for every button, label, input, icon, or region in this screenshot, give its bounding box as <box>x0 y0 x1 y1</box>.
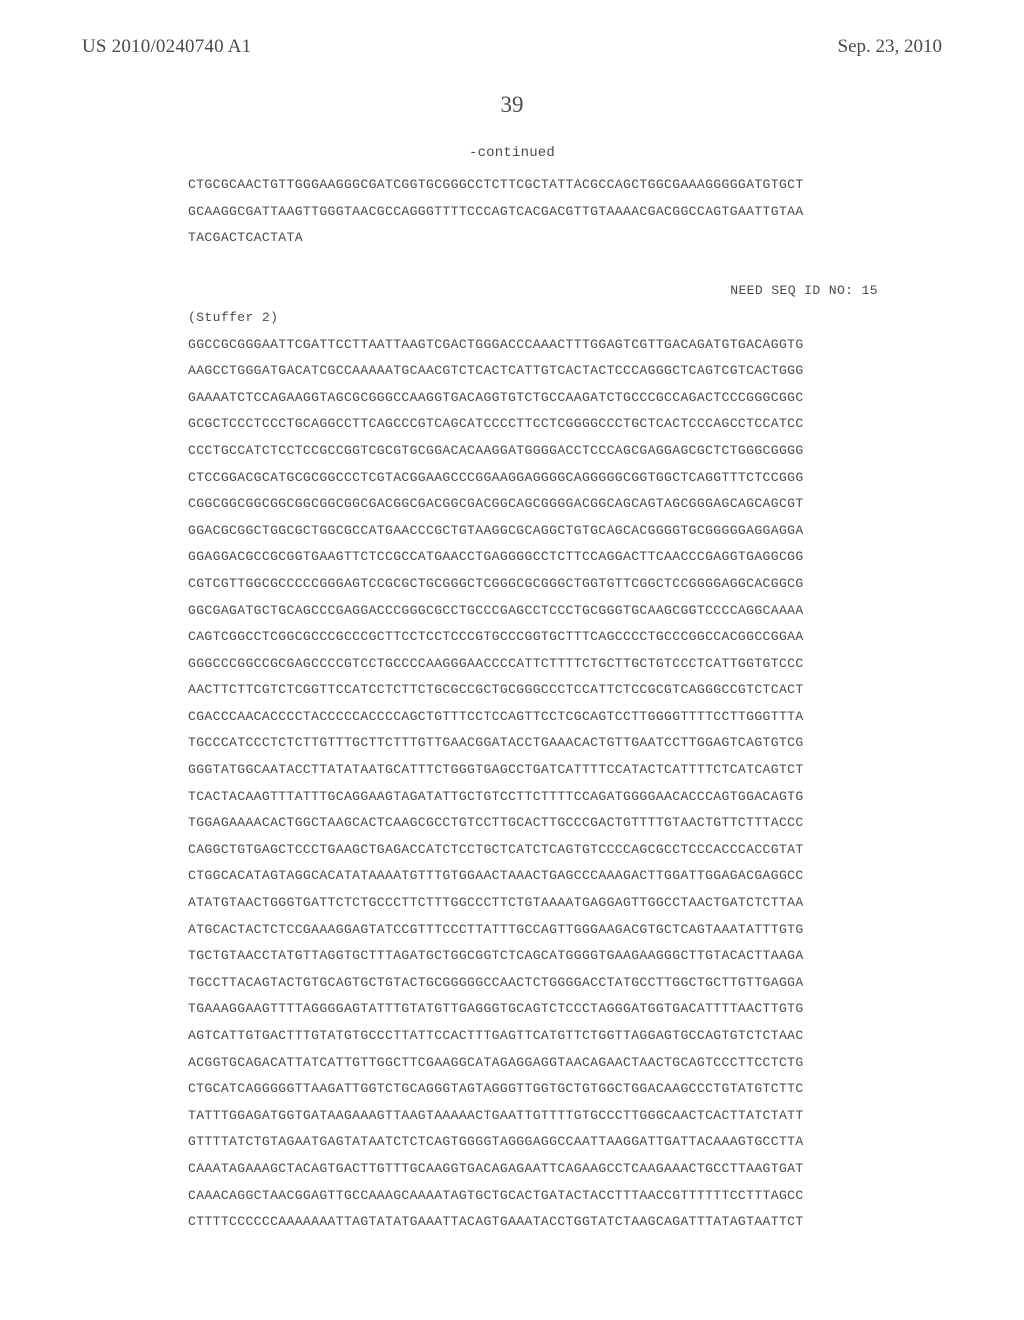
sequence-line <box>188 252 878 279</box>
sequence-line: GTTTTATCTGTAGAATGAGTATAATCTCTCAGTGGGGTAG… <box>188 1129 878 1156</box>
sequence-line: GGCGAGATGCTGCAGCCCGAGGACCCGGGCGCCTGCCCGA… <box>188 598 878 625</box>
sequence-line: TGGAGAAAACACTGGCTAAGCACTCAAGCGCCTGTCCTTG… <box>188 810 878 837</box>
sequence-line: TATTTGGAGATGGTGATAAGAAAGTTAAGTAAAAACTGAA… <box>188 1103 878 1130</box>
sequence-line: AGTCATTGTGACTTTGTATGTGCCCTTATTCCACTTTGAG… <box>188 1023 878 1050</box>
sequence-line: TCACTACAAGTTTATTTGCAGGAAGTAGATATTGCTGTCC… <box>188 784 878 811</box>
sequence-line: TACGACTCACTATA <box>188 225 878 252</box>
continued-label: -continued <box>0 145 1024 161</box>
sequence-line: GGAGGACGCCGCGGTGAAGTTCTCCGCCATGAACCTGAGG… <box>188 544 878 571</box>
sequence-line: CAGTCGGCCTCGGCGCCCGCCCGCTTCCTCCTCCCGTGCC… <box>188 624 878 651</box>
sequence-line: CAGGCTGTGAGCTCCCTGAAGCTGAGACCATCTCCTGCTC… <box>188 837 878 864</box>
sequence-line: TGAAAGGAAGTTTTAGGGGAGTATTTGTATGTTGAGGGTG… <box>188 996 878 1023</box>
page-number: 39 <box>0 92 1024 118</box>
sequence-line: AAGCCTGGGATGACATCGCCAAAAATGCAACGTCTCACTC… <box>188 358 878 385</box>
sequence-line: CTCCGGACGCATGCGCGGCCCTCGTACGGAAGCCCGGAAG… <box>188 465 878 492</box>
sequence-line: CAAACAGGCTAACGGAGTTGCCAAAGCAAAATAGTGCTGC… <box>188 1183 878 1210</box>
sequence-line: TGCCTTACAGTACTGTGCAGTGCTGTACTGCGGGGGCCAA… <box>188 970 878 997</box>
sequence-line: CGGCGGCGGCGGCGGCGGCGGCGACGGCGACGGCGACGGC… <box>188 491 878 518</box>
sequence-line: TGCTGTAACCTATGTTAGGTGCTTTAGATGCTGGCGGTCT… <box>188 943 878 970</box>
sequence-line: GGCCGCGGGAATTCGATTCCTTAATTAAGTCGACTGGGAC… <box>188 332 878 359</box>
publication-number: US 2010/0240740 A1 <box>82 36 251 58</box>
sequence-line: CGTCGTTGGCGCCCCCGGGAGTCCGCGCTGCGGGCTCGGG… <box>188 571 878 598</box>
page: US 2010/0240740 A1 Sep. 23, 2010 39 -con… <box>0 0 1024 1320</box>
sequence-line: GGGCCCGGCCGCGAGCCCCGTCCTGCCCCAAGGGAACCCC… <box>188 651 878 678</box>
sequence-line: ATGCACTACTCTCCGAAAGGAGTATCCGTTTCCCTTATTT… <box>188 917 878 944</box>
sequence-line: AACTTCTTCGTCTCGGTTCCATCCTCTTCTGCGCCGCTGC… <box>188 677 878 704</box>
sequence-line: GGACGCGGCTGGCGCTGGCGCCATGAACCCGCTGTAAGGC… <box>188 518 878 545</box>
sequence-line: (Stuffer 2) <box>188 305 878 332</box>
seq-id-note: NEED SEQ ID NO: 15 <box>188 278 878 305</box>
sequence-line: GAAAATCTCCAGAAGGTAGCGCGGGCCAAGGTGACAGGTG… <box>188 385 878 412</box>
sequence-line: GCAAGGCGATTAAGTTGGGTAACGCCAGGGTTTTCCCAGT… <box>188 199 878 226</box>
sequence-line: CTGCATCAGGGGGTTAAGATTGGTCTGCAGGGTAGTAGGG… <box>188 1076 878 1103</box>
sequence-line: CTTTTCCCCCCAAAAAAATTAGTATATGAAATTACAGTGA… <box>188 1209 878 1236</box>
sequence-listing: CTGCGCAACTGTTGGGAAGGGCGATCGGTGCGGGCCTCTT… <box>188 172 878 1236</box>
sequence-line: GCGCTCCCTCCCTGCAGGCCTTCAGCCCGTCAGCATCCCC… <box>188 411 878 438</box>
sequence-line: GGGTATGGCAATACCTTATATAATGCATTTCTGGGTGAGC… <box>188 757 878 784</box>
publication-date: Sep. 23, 2010 <box>838 36 943 58</box>
page-header: US 2010/0240740 A1 Sep. 23, 2010 <box>0 36 1024 66</box>
sequence-line: CCCTGCCATCTCCTCCGCCGGTCGCGTGCGGACACAAGGA… <box>188 438 878 465</box>
sequence-line: CTGGCACATAGTAGGCACATATAAAATGTTTGTGGAACTA… <box>188 863 878 890</box>
sequence-line: TGCCCATCCCTCTCTTGTTTGCTTCTTTGTTGAACGGATA… <box>188 730 878 757</box>
sequence-line: ATATGTAACTGGGTGATTCTCTGCCCTTCTTTGGCCCTTC… <box>188 890 878 917</box>
sequence-line: CTGCGCAACTGTTGGGAAGGGCGATCGGTGCGGGCCTCTT… <box>188 172 878 199</box>
sequence-line: CAAATAGAAAGCTACAGTGACTTGTTTGCAAGGTGACAGA… <box>188 1156 878 1183</box>
sequence-line: ACGGTGCAGACATTATCATTGTTGGCTTCGAAGGCATAGA… <box>188 1050 878 1077</box>
sequence-line: CGACCCAACACCCCTACCCCCACCCCAGCTGTTTCCTCCA… <box>188 704 878 731</box>
